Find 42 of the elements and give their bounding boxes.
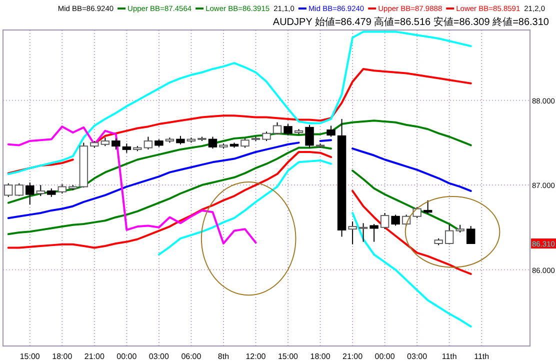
x-tick-label: 18:00 <box>52 352 73 361</box>
text: AUDJPY 始値=86.479 高値=86.516 安値=86.309 終値=86.310 <box>272 16 550 28</box>
candlestick <box>58 184 67 194</box>
x-tick-label: 21:00 <box>342 352 364 361</box>
candlestick <box>305 124 314 148</box>
candlestick <box>348 220 357 245</box>
x-tick-label: 21:00 <box>84 352 105 361</box>
candlestick <box>4 182 13 198</box>
candlestick <box>380 212 390 230</box>
candlestick <box>284 124 292 136</box>
line-series <box>7 30 472 176</box>
x-tick-label: 03:00 <box>148 352 170 361</box>
candlestick <box>370 224 378 242</box>
candlestick <box>36 184 46 197</box>
candlestick <box>444 224 454 245</box>
candlestick <box>412 206 422 219</box>
candlestick <box>262 131 271 142</box>
x-tick-label: 12:00 <box>246 352 266 361</box>
candlestick <box>26 182 34 206</box>
x-tick-label: 15:00 <box>278 352 299 361</box>
candlestick <box>144 136 153 150</box>
x-tick-label: 00:00 <box>374 352 396 361</box>
candlestick <box>14 182 24 197</box>
x-tick-label: 8th <box>218 352 230 361</box>
x-tick-label: 03:00 <box>407 352 428 361</box>
x-tick-label: 18:00 <box>310 352 331 361</box>
candlestick <box>122 143 132 154</box>
x-tick-label: 11th <box>442 352 457 361</box>
candlestick <box>391 214 400 226</box>
candlestick <box>423 200 432 214</box>
candlestick <box>358 222 368 242</box>
line-series <box>7 120 472 204</box>
candlestick <box>466 226 476 244</box>
candlestick <box>208 136 218 150</box>
x-tick-label: 00:00 <box>116 352 138 361</box>
candlestick <box>112 138 120 150</box>
line-series <box>7 126 257 244</box>
candlestick <box>326 125 336 138</box>
x-tick-label: 06:00 <box>181 352 202 361</box>
candlestick <box>240 138 250 148</box>
x-tick-label: 15:00 <box>20 352 40 361</box>
x-tick-label: 11th <box>474 352 490 361</box>
